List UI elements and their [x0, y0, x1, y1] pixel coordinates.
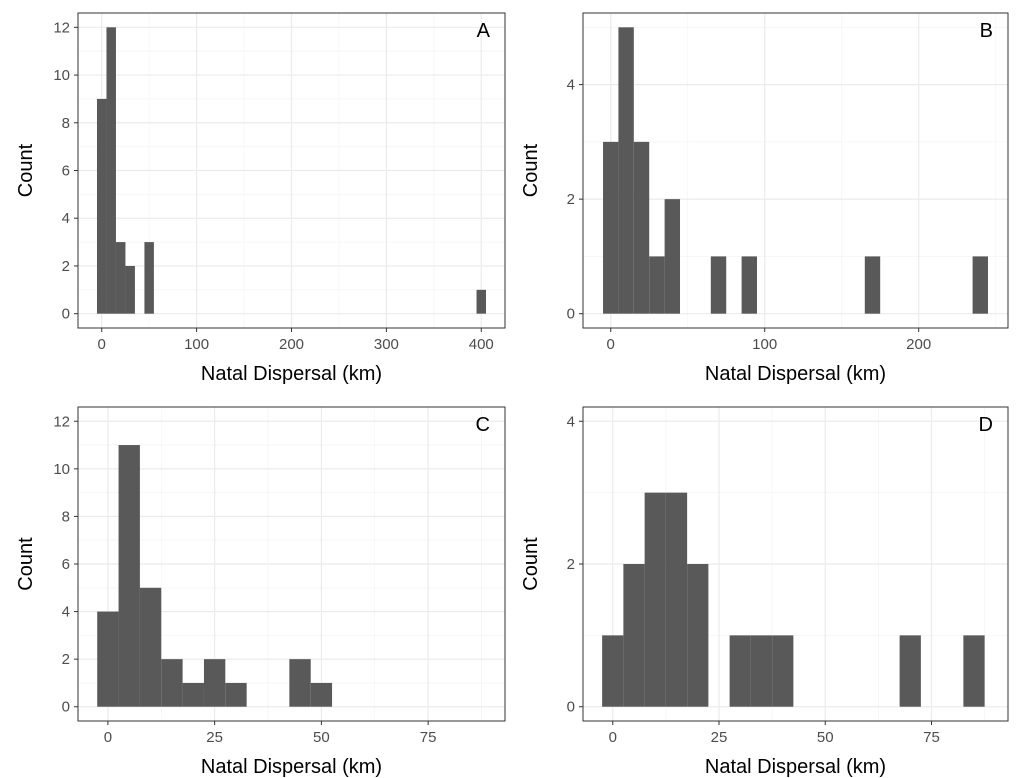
y-axis-title: Count: [15, 143, 37, 197]
y-tick-label: 4: [62, 604, 70, 621]
y-tick-label: 2: [62, 258, 70, 275]
y-tick-label: 4: [567, 413, 575, 430]
histogram-bar: [710, 256, 727, 314]
y-tick-label: 4: [567, 77, 575, 94]
histogram-bar: [664, 199, 681, 314]
panel-label: A: [477, 20, 491, 42]
histogram-bar: [665, 492, 688, 707]
x-tick-label: 25: [206, 729, 223, 746]
histogram-bar: [623, 564, 645, 707]
panel-d: 0 25 50 75 0 2 4 Natal Dispersal (km) Count D: [520, 406, 1009, 778]
histogram-bar: [649, 256, 665, 314]
histogram-bar: [96, 98, 107, 314]
y-tick-label: 0: [62, 699, 70, 716]
y-tick-label: 6: [62, 163, 70, 180]
y-tick-label: 10: [53, 461, 70, 478]
panel-label: D: [979, 414, 993, 436]
y-tick-label: 0: [62, 306, 70, 323]
histogram-bar: [687, 564, 709, 707]
panel-label: C: [476, 414, 490, 436]
histogram-bar: [963, 635, 985, 707]
x-tick-label: 300: [374, 336, 399, 353]
panel-a: 0 100 200 300 400 0 2 4 6 8 10 12 Natal Dispersal (k…: [15, 12, 506, 385]
x-tick-label: 50: [313, 729, 330, 746]
histogram-bar: [476, 289, 487, 314]
x-tick-label: 0: [609, 729, 617, 746]
x-tick-label: 0: [104, 729, 112, 746]
x-tick-label: 200: [279, 336, 304, 353]
histogram-bar: [115, 242, 126, 314]
histogram-bar: [741, 256, 758, 314]
histogram-bar: [899, 635, 921, 707]
histogram-bar: [139, 587, 162, 707]
histogram-bar: [161, 659, 183, 707]
x-tick-label: 400: [469, 336, 494, 353]
histogram-bar: [618, 27, 634, 314]
x-tick-label: 200: [906, 336, 931, 353]
x-tick-label: 75: [420, 729, 437, 746]
x-tick-label: 100: [184, 336, 209, 353]
histogram-bar: [118, 445, 140, 707]
histogram-bar: [106, 27, 116, 314]
y-tick-label: 0: [567, 699, 575, 716]
y-tick-label: 8: [62, 115, 70, 132]
y-tick-label: 2: [567, 191, 575, 208]
x-tick-label: 0: [98, 336, 106, 353]
x-axis-title: Natal Dispersal (km): [201, 363, 382, 385]
y-tick-label: 10: [53, 67, 70, 84]
histogram-bar: [310, 682, 333, 707]
histogram-bar: [750, 635, 773, 707]
y-axis-title: Count: [520, 537, 542, 591]
x-axis-title: Natal Dispersal (km): [705, 363, 886, 385]
histogram-bar: [864, 256, 881, 314]
x-axis-title: Natal Dispersal (km): [705, 756, 886, 778]
x-tick-label: 25: [711, 729, 728, 746]
panel-b-border: [582, 12, 1009, 329]
histogram-bar: [125, 265, 135, 314]
histogram-bar: [225, 682, 247, 707]
histogram-bar: [144, 242, 154, 314]
histogram-bar: [644, 492, 666, 707]
y-tick-label: 2: [567, 556, 575, 573]
panel-label: B: [980, 20, 993, 42]
y-axis-title: Count: [520, 143, 542, 197]
y-tick-label: 4: [62, 210, 70, 227]
y-tick-label: 8: [62, 508, 70, 525]
x-axis-title: Natal Dispersal (km): [201, 756, 382, 778]
y-axis-title: Count: [15, 537, 37, 591]
y-tick-label: 0: [567, 306, 575, 323]
y-tick-label: 2: [62, 651, 70, 668]
x-tick-label: 50: [817, 729, 834, 746]
histogram-bar: [603, 141, 619, 314]
histogram-bar: [182, 682, 204, 707]
histogram-bar: [602, 635, 624, 707]
histogram-bar: [972, 256, 988, 314]
x-tick-label: 75: [923, 729, 940, 746]
y-tick-label: 12: [53, 19, 70, 36]
histogram-bar: [203, 659, 226, 707]
histogram-bar: [97, 611, 119, 707]
y-tick-label: 6: [62, 556, 70, 573]
x-tick-label: 0: [607, 336, 615, 353]
histogram-bar: [633, 141, 650, 314]
panel-b: 0 100 200 0 2 4 Natal Dispersal (km) Count B: [520, 12, 1009, 385]
histogram-bar: [729, 635, 751, 707]
x-tick-label: 100: [752, 336, 777, 353]
y-tick-label: 12: [53, 413, 70, 430]
panel-c: 0 25 50 75 0 2 4 6 8 10 12 Natal Dispersal (km) Coun…: [15, 406, 506, 778]
histogram-bar: [289, 659, 311, 707]
histogram-bar: [772, 635, 794, 707]
